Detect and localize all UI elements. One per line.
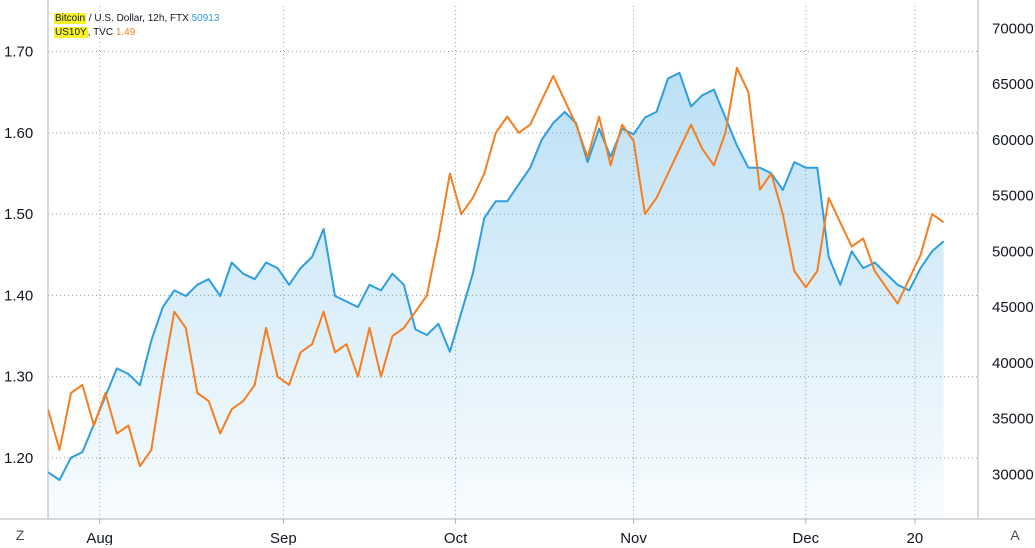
x-tick-label: Dec — [792, 530, 819, 545]
bitcoin-area — [48, 72, 944, 520]
x-tick-label: Sep — [270, 530, 297, 545]
y-right-tick-label: 60000 — [992, 132, 1034, 149]
chart-axes — [0, 0, 1035, 520]
y-right-tick-label: 30000 — [992, 466, 1034, 483]
series-fill — [48, 72, 944, 520]
series-lines — [47, 66, 945, 481]
y-axis-left[interactable]: 1.20 1.30 1.40 1.50 1.60 1.70 — [4, 44, 33, 467]
y-left-tick-label: 1.20 — [4, 450, 33, 467]
y-right-tick-label: 65000 — [992, 76, 1034, 93]
legend-bitcoin-value: 50913 — [191, 13, 220, 24]
x-axis[interactable]: Aug Sep Oct Nov Dec 20 — [86, 519, 923, 545]
x-tick-label: Nov — [620, 530, 647, 545]
y-right-tick-label: 55000 — [992, 188, 1034, 205]
legend-us10y-value: 1.49 — [115, 27, 136, 38]
y-axis-right[interactable]: 30000 35000 40000 45000 50000 55000 60000 65000… — [992, 20, 1034, 483]
legend-us10y-symbol[interactable]: US10Y — [54, 27, 88, 38]
y-left-tick-label: 1.50 — [4, 206, 33, 223]
y-left-tick-label: 1.40 — [4, 287, 33, 304]
y-right-tick-label: 70000 — [992, 20, 1034, 37]
bitcoin-line[interactable] — [47, 71, 945, 481]
legend-bitcoin-symbol[interactable]: Bitcoin — [54, 13, 87, 24]
y-right-tick-label: 50000 — [992, 243, 1034, 260]
legend-us10y-desc: , TVC — [87, 27, 116, 38]
y-right-tick-label: 40000 — [992, 355, 1034, 372]
x-tick-label: 20 — [907, 530, 924, 545]
legend-us10y[interactable]: US10Y, TVC 1.49 — [54, 26, 219, 40]
y-right-tick-label: 35000 — [992, 411, 1034, 428]
chart-legend: Bitcoin / U.S. Dollar, 12h, FTX 50913 US… — [54, 12, 219, 40]
auto-scale-button[interactable]: A — [1010, 527, 1020, 543]
y-left-tick-label: 1.60 — [4, 125, 33, 142]
us10y-line[interactable] — [47, 66, 945, 468]
y-left-tick-label: 1.70 — [4, 44, 33, 61]
x-tick-label: Oct — [444, 530, 468, 545]
zoom-corner-button[interactable]: Z — [15, 527, 25, 543]
legend-bitcoin-desc: / U.S. Dollar, 12h, FTX — [86, 13, 192, 24]
y-right-tick-label: 45000 — [992, 299, 1034, 316]
x-tick-label: Aug — [86, 530, 113, 545]
y-left-tick-label: 1.30 — [4, 369, 33, 386]
legend-bitcoin[interactable]: Bitcoin / U.S. Dollar, 12h, FTX 50913 — [54, 12, 219, 26]
